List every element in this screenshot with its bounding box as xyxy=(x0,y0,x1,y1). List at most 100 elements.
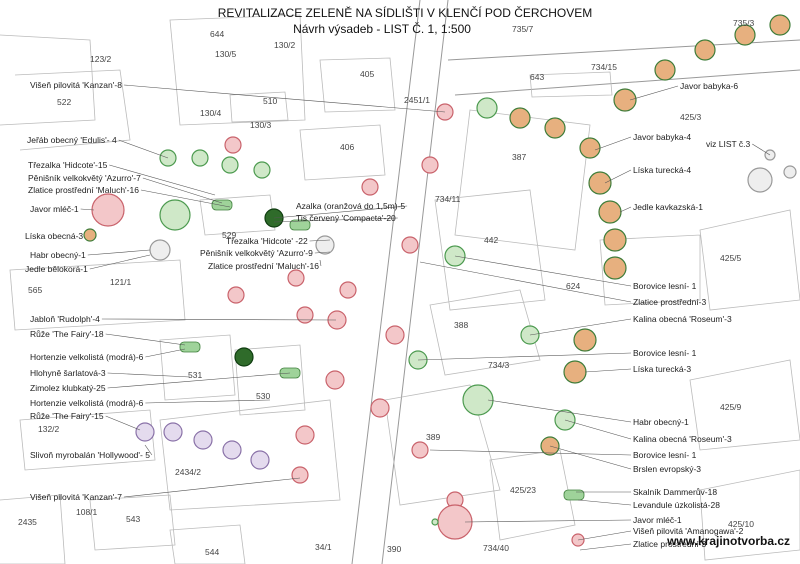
plant-label: Habr obecný-1 xyxy=(30,250,86,260)
parcel-number: 425/9 xyxy=(720,402,742,412)
leader-line xyxy=(549,445,632,470)
plant-label: Višeň pilovitá 'Kanzan'-8 xyxy=(30,80,122,90)
parcel-number: 510 xyxy=(263,96,277,106)
plant-label: Javor babyka-6 xyxy=(680,81,738,91)
leader-line xyxy=(118,139,169,159)
tree xyxy=(135,422,155,442)
parcel-number: 425/10 xyxy=(728,519,754,529)
parcel-number: 734/11 xyxy=(435,194,461,204)
tree xyxy=(613,88,637,112)
parcel-number: 2434/2 xyxy=(175,467,201,477)
leader-line xyxy=(123,84,446,113)
tree xyxy=(747,167,773,193)
tree xyxy=(361,178,379,196)
subtitle: Návrh výsadeb - LIST Č. 1, 1:500 xyxy=(293,21,471,36)
leader-line xyxy=(584,368,632,373)
plant-label: Levandule úzkolistá-28 xyxy=(633,500,720,510)
plant-label: Hortenzie velkolistá (modrá)-6 xyxy=(30,352,144,362)
leader-line xyxy=(429,449,632,456)
leader-line xyxy=(579,543,632,551)
parcel-number: 390 xyxy=(387,544,401,554)
parcel-number: 388 xyxy=(454,320,468,330)
leader-line xyxy=(140,189,231,208)
plant-label: Zlatice prostřední-3 xyxy=(633,297,706,307)
plant-label: Růže 'The Fairy'-15 xyxy=(30,411,104,421)
plant-label: Javor mléč-1 xyxy=(30,204,79,214)
leader-line xyxy=(629,85,679,101)
plant-label: Kalina obecná 'Roseum'-3 xyxy=(633,314,732,324)
plant-label: Azalka (oranžová do 1,5m)-5 xyxy=(296,201,405,211)
parcel-number: 529 xyxy=(222,230,236,240)
tree xyxy=(588,171,612,195)
tree xyxy=(83,228,97,242)
leader-line xyxy=(101,318,337,321)
leader-line xyxy=(314,251,331,254)
tree xyxy=(476,97,498,119)
tree xyxy=(370,398,390,418)
shrub-group xyxy=(289,219,311,231)
plant-label: Višeň pilovitá 'Kanzan'-7 xyxy=(30,492,122,502)
title: REVITALIZACE ZELENĚ NA SÍDLIŠTI V KLENČÍ… xyxy=(218,5,593,20)
plant-label: Zlatice prostřední 'Maluch'-16 xyxy=(208,261,319,271)
plant-label: Zimolez klubkatý-25 xyxy=(30,383,106,393)
plant-label: Líska obecná-3 xyxy=(25,231,83,241)
plant-label: Javor mléč-1 xyxy=(633,515,682,525)
tree xyxy=(544,117,566,139)
parcel-number: 734/40 xyxy=(483,543,509,553)
plant-label: Třezalka 'Hidcote'-15 xyxy=(28,160,108,170)
tree xyxy=(509,107,531,129)
plant-label: Hlohyně šarlatová-3 xyxy=(30,368,106,378)
parcel-number: 108/1 xyxy=(76,507,98,517)
leader-line xyxy=(454,255,632,287)
shrub-group xyxy=(179,341,201,353)
parcel-number: 389 xyxy=(426,432,440,442)
parcel-number: 406 xyxy=(340,142,354,152)
tree xyxy=(193,430,213,450)
plant-label: Zlatice prostřední 'Maluch'-16 xyxy=(28,185,139,195)
leader-line xyxy=(145,399,271,404)
parcel-number: 531 xyxy=(188,370,202,380)
tree xyxy=(573,328,597,352)
leader-line xyxy=(87,249,151,256)
leader-line xyxy=(273,205,408,219)
plant-label: viz LIST č.3 xyxy=(706,139,751,149)
tree xyxy=(603,228,627,252)
parcel-number: 132/2 xyxy=(38,424,60,434)
tree xyxy=(227,286,245,304)
leader-line xyxy=(107,372,291,389)
parcel-number: 522 xyxy=(57,97,71,107)
leader-line xyxy=(577,499,632,506)
tree xyxy=(411,441,429,459)
parcel-number: 121/1 xyxy=(110,277,132,287)
leader-line xyxy=(144,444,153,456)
leader-line xyxy=(142,177,223,204)
plant-label: Líska turecká-3 xyxy=(633,364,691,374)
leader-line xyxy=(464,519,632,523)
tree xyxy=(253,161,271,179)
plant-label: Třezalka 'Hidcote' -22 xyxy=(226,236,308,246)
plant-label: Zlatice prostřední-3 xyxy=(633,539,706,549)
plant-label: Jabloň 'Rudolph'-4 xyxy=(30,314,100,324)
tree xyxy=(163,422,183,442)
parcel-number: 643 xyxy=(530,72,544,82)
leader-line xyxy=(487,399,632,423)
plant-label: Slivoň myrobalán 'Hollywood'- 5 xyxy=(30,450,150,460)
plant-labels: Višeň pilovitá 'Kanzan'-8 Jeřáb obecný 'E… xyxy=(25,80,751,549)
plant-label: Javor babyka-4 xyxy=(633,132,691,142)
tree xyxy=(191,149,209,167)
tree xyxy=(221,156,239,174)
tree xyxy=(401,236,419,254)
tree xyxy=(91,193,125,227)
parcel-number: 387 xyxy=(512,152,526,162)
tree xyxy=(598,200,622,224)
parcel-number: 734/3 xyxy=(488,360,510,370)
tree xyxy=(385,325,405,345)
leader-line xyxy=(109,164,216,196)
plant-label: Jeřáb obecný 'Edulis'- 4 xyxy=(27,135,117,145)
leader-line xyxy=(417,352,632,361)
parcel-number: 565 xyxy=(28,285,42,295)
leader-line xyxy=(564,419,632,440)
parcel-number: 2435 xyxy=(18,517,37,527)
tree xyxy=(159,199,191,231)
